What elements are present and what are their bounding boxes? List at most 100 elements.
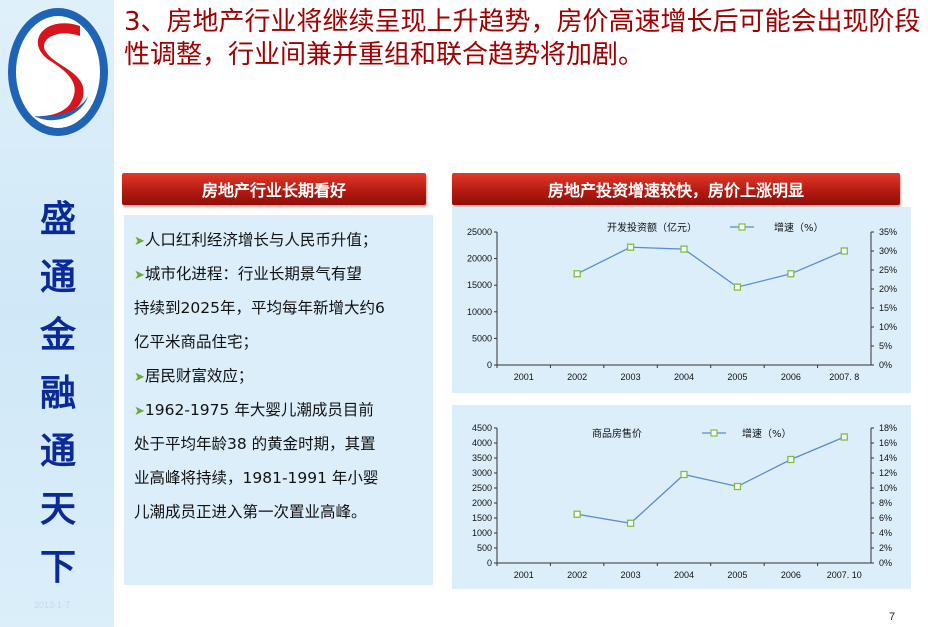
slogan-char: 盛: [39, 198, 76, 240]
data-point: [573, 510, 581, 518]
left-tick-label: 2000: [472, 498, 492, 508]
legend-label: 增速（%）: [742, 427, 792, 440]
legend-marker: [738, 223, 746, 231]
list-item-continuation: 亿平米商品住宅；: [134, 333, 259, 351]
right-tick-label: 14%: [879, 453, 897, 463]
list-item-continuation: 儿潮成员正进入第一次置业高峰。: [134, 503, 367, 521]
x-tick-label: 2007. 10: [827, 570, 862, 580]
legend-label: 商品房售价: [592, 427, 642, 440]
left-tick-label: 4000: [472, 438, 492, 448]
list-item: ➤城市化进程：行业长期景气有望: [134, 257, 362, 293]
data-point: [733, 283, 742, 291]
x-tick-label: 2002: [567, 570, 587, 580]
x-tick-label: 2006: [781, 372, 801, 382]
legend-label: 开发投资额（亿元）: [607, 221, 697, 234]
list-item-text: 居民财富效应；: [144, 367, 254, 385]
right-tick-label: 35%: [879, 227, 897, 237]
data-point: [840, 433, 848, 441]
right-tick-label: 4%: [879, 528, 892, 538]
investment-chart-svg: 0 5000 10000 15000 20000 25000 0% 5% 10% 15% 20% 25…: [467, 221, 897, 382]
right-tick-label: 30%: [879, 246, 897, 256]
x-tick-label: 2007. 8: [829, 372, 859, 382]
right-tick-label: 18%: [879, 423, 897, 433]
data-point: [573, 270, 581, 278]
x-tick-label: 2004: [674, 372, 694, 382]
left-tick-label: 25000: [467, 227, 492, 237]
right-tick-label: 6%: [879, 513, 892, 523]
x-tick-label: 2002: [567, 372, 587, 382]
left-tick-label: 15000: [467, 280, 492, 290]
slide-title: 3、房地产行业将继续呈现上升趋势，房价高速增长后可能会出现阶段性调整，行业间兼并…: [124, 7, 921, 70]
plot-area: [497, 232, 871, 365]
right-tick-label: 15%: [879, 303, 897, 313]
right-panel-header: 房地产投资增速较快，房价上涨明显: [452, 173, 900, 205]
slogan-char: 通: [39, 430, 76, 472]
left-tick-label: 1500: [472, 513, 492, 523]
sidebar: 盛 通 金 融 通 天 下 2013-1-7: [0, 0, 114, 627]
list-item-text: 人口红利经济增长与人民币升值；: [144, 231, 378, 249]
right-tick-label: 0%: [879, 558, 892, 568]
left-tick-label: 0: [487, 558, 492, 568]
left-panel: ➤人口红利经济增长与人民币升值； ➤城市化进程：行业长期景气有望 持续到2025…: [124, 215, 433, 585]
slogan-char: 融: [39, 372, 76, 414]
list-item: ➤居民财富效应；: [134, 359, 253, 395]
left-panel-header: 房地产行业长期看好: [122, 173, 426, 205]
page-number: 7: [889, 611, 896, 623]
x-tick-label: 2005: [727, 372, 747, 382]
chart-plot: 0 5000 10000 15000 20000 25000 0% 5% 10% 15% 20% 25…: [467, 221, 897, 382]
data-point: [787, 270, 795, 278]
list-item-continuation: 处于平均年龄38 的黄金时期，其置: [134, 435, 376, 453]
right-tick-label: 10%: [879, 322, 897, 332]
legend-marker: [710, 429, 718, 437]
series-line: [577, 436, 845, 524]
right-tick-label: 10%: [879, 483, 897, 493]
x-tick-label: 2001: [514, 372, 534, 382]
right-tick-label: 12%: [879, 468, 897, 478]
right-tick-label: 8%: [879, 498, 892, 508]
right-tick-label: 20%: [879, 284, 897, 294]
left-tick-label: 500: [477, 543, 492, 553]
x-tick-label: 2005: [727, 570, 747, 580]
x-tick-label: 2004: [674, 570, 694, 580]
data-point: [680, 470, 688, 479]
data-point: [733, 482, 742, 491]
x-tick-label: 2001: [514, 570, 534, 580]
slogan: 盛 通 金 融 通 天 下: [34, 190, 82, 596]
left-tick-label: 0: [487, 360, 492, 370]
right-tick-label: 5%: [879, 341, 892, 351]
list-item-text: 城市化进程：行业长期景气有望: [144, 265, 362, 283]
slogan-char: 下: [39, 546, 76, 588]
list-item-continuation: 持续到2025年，平均每年新增大约6: [134, 299, 385, 317]
arrow-bullet-icon: ➤: [134, 268, 145, 283]
slogan-char: 天: [39, 488, 76, 530]
x-tick-label: 2006: [781, 570, 801, 580]
arrow-bullet-icon: ➤: [134, 234, 145, 249]
slogan-char: 金: [39, 314, 76, 356]
right-tick-label: 0%: [879, 360, 892, 370]
chart-plot: 0 500 1000 1500 2000 2500 3000 3500 4000 4500 0% 2%…: [472, 423, 897, 580]
data-point: [680, 245, 688, 253]
list-item-text: 1962-1975 年大婴儿潮成员目前: [144, 401, 374, 419]
data-point: [840, 247, 848, 255]
x-tick-label: 2003: [621, 570, 641, 580]
left-tick-label: 5000: [472, 333, 492, 343]
right-tick-label: 2%: [879, 543, 892, 553]
series-line: [576, 246, 845, 288]
price-chart: 0 500 1000 1500 2000 2500 3000 3500 4000 4500 0% 2%…: [452, 405, 911, 589]
left-tick-label: 3000: [472, 468, 492, 478]
data-point: [626, 243, 635, 251]
price-chart-svg: 0 500 1000 1500 2000 2500 3000 3500 4000 4500 0% 2%…: [472, 423, 897, 580]
legend-label: 增速（%）: [774, 221, 824, 234]
left-tick-label: 1000: [472, 528, 492, 538]
investment-chart: 0 5000 10000 15000 20000 25000 0% 5% 10% 15% 20% 25…: [452, 207, 911, 393]
arrow-bullet-icon: ➤: [134, 370, 145, 385]
company-logo-icon: [8, 8, 108, 136]
arrow-bullet-icon: ➤: [134, 404, 145, 419]
list-item: ➤1962-1975 年大婴儿潮成员目前: [134, 393, 374, 429]
right-tick-label: 25%: [879, 265, 897, 275]
left-tick-label: 20000: [467, 254, 492, 264]
list-item-continuation: 业高峰将持续，1981-1991 年小婴: [134, 469, 379, 487]
x-tick-label: 2003: [621, 372, 641, 382]
left-tick-label: 4500: [472, 423, 492, 433]
data-point: [787, 455, 795, 464]
